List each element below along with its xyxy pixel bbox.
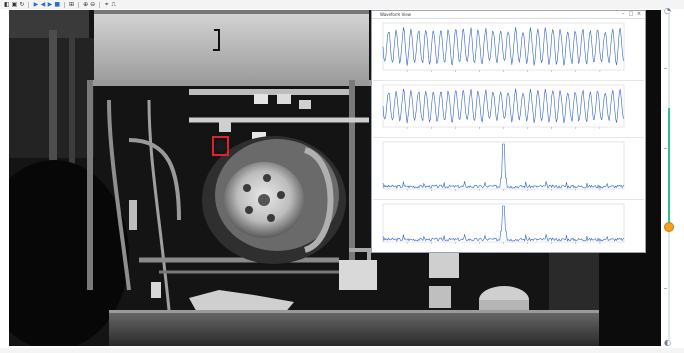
camera-viewport[interactable]: Waveform View – □ ×	[9, 10, 661, 346]
scale-knob[interactable]	[664, 222, 674, 232]
minimize-icon[interactable]: –	[621, 11, 625, 17]
waveform-panel-2[interactable]	[373, 81, 644, 138]
spectrum-panel-2[interactable]	[373, 200, 644, 252]
plot-area	[382, 203, 625, 243]
close-icon[interactable]: ×	[636, 11, 642, 17]
spectrum-plot-1	[382, 141, 625, 191]
plot-area	[382, 141, 625, 190]
toolbar-divider	[28, 1, 30, 8]
status-bar	[0, 348, 684, 353]
chart-window[interactable]: Waveform View – □ ×	[371, 10, 646, 253]
chart-window-title: Waveform View	[380, 12, 412, 17]
waveform-plot-1	[382, 22, 625, 72]
plot-area	[382, 22, 625, 71]
zoom-out-icon[interactable]: ⊖	[90, 0, 96, 8]
roi-icon[interactable]: ⌖	[104, 0, 109, 8]
waveform-panel-1[interactable]	[373, 19, 644, 81]
spectrum-plot-2	[382, 203, 625, 244]
toolbar-divider	[64, 1, 66, 8]
maximize-icon[interactable]: □	[628, 11, 634, 17]
waveform-trace	[382, 88, 625, 124]
toolbar-divider	[78, 1, 80, 8]
zoom-icon[interactable]: ◔	[664, 6, 671, 15]
step-back-icon[interactable]: ◀	[40, 0, 46, 8]
play-icon[interactable]: ▶	[33, 0, 39, 8]
save-icon[interactable]: ▣	[11, 0, 18, 8]
stop-icon[interactable]: ■	[54, 0, 61, 8]
waveform-plot-2	[382, 84, 625, 129]
rotate-icon[interactable]: ↻	[19, 0, 25, 8]
step-forward-icon[interactable]: ▶	[47, 0, 53, 8]
chart-window-titlebar[interactable]: Waveform View – □ ×	[372, 11, 645, 19]
scale-active-range	[668, 108, 670, 228]
open-icon[interactable]: ◧	[4, 0, 10, 8]
side-scale[interactable]: ◔ ◐	[662, 6, 676, 348]
zoom-in-icon[interactable]: ⊕	[83, 0, 89, 8]
scale-tick	[664, 288, 667, 289]
scale-tick	[664, 68, 667, 69]
plot-area	[382, 84, 625, 128]
toolbar-divider	[99, 1, 101, 8]
grid-icon[interactable]: ⊞	[69, 0, 75, 8]
chart-icon[interactable]: ⎍	[111, 0, 116, 8]
spectrum-trace	[382, 143, 625, 189]
waveform-trace	[382, 27, 625, 66]
reset-icon[interactable]: ◐	[664, 338, 671, 347]
spectrum-panel-1[interactable]	[373, 138, 644, 200]
scale-tick	[664, 148, 667, 149]
spectrum-trace	[382, 205, 625, 242]
toolbar: ◧ ▣ ↻ ▶ ◀ ▶ ■ ⊞ ⊕ ⊖ ⌖ ⎍	[0, 0, 684, 9]
roi-marker[interactable]	[212, 136, 229, 156]
